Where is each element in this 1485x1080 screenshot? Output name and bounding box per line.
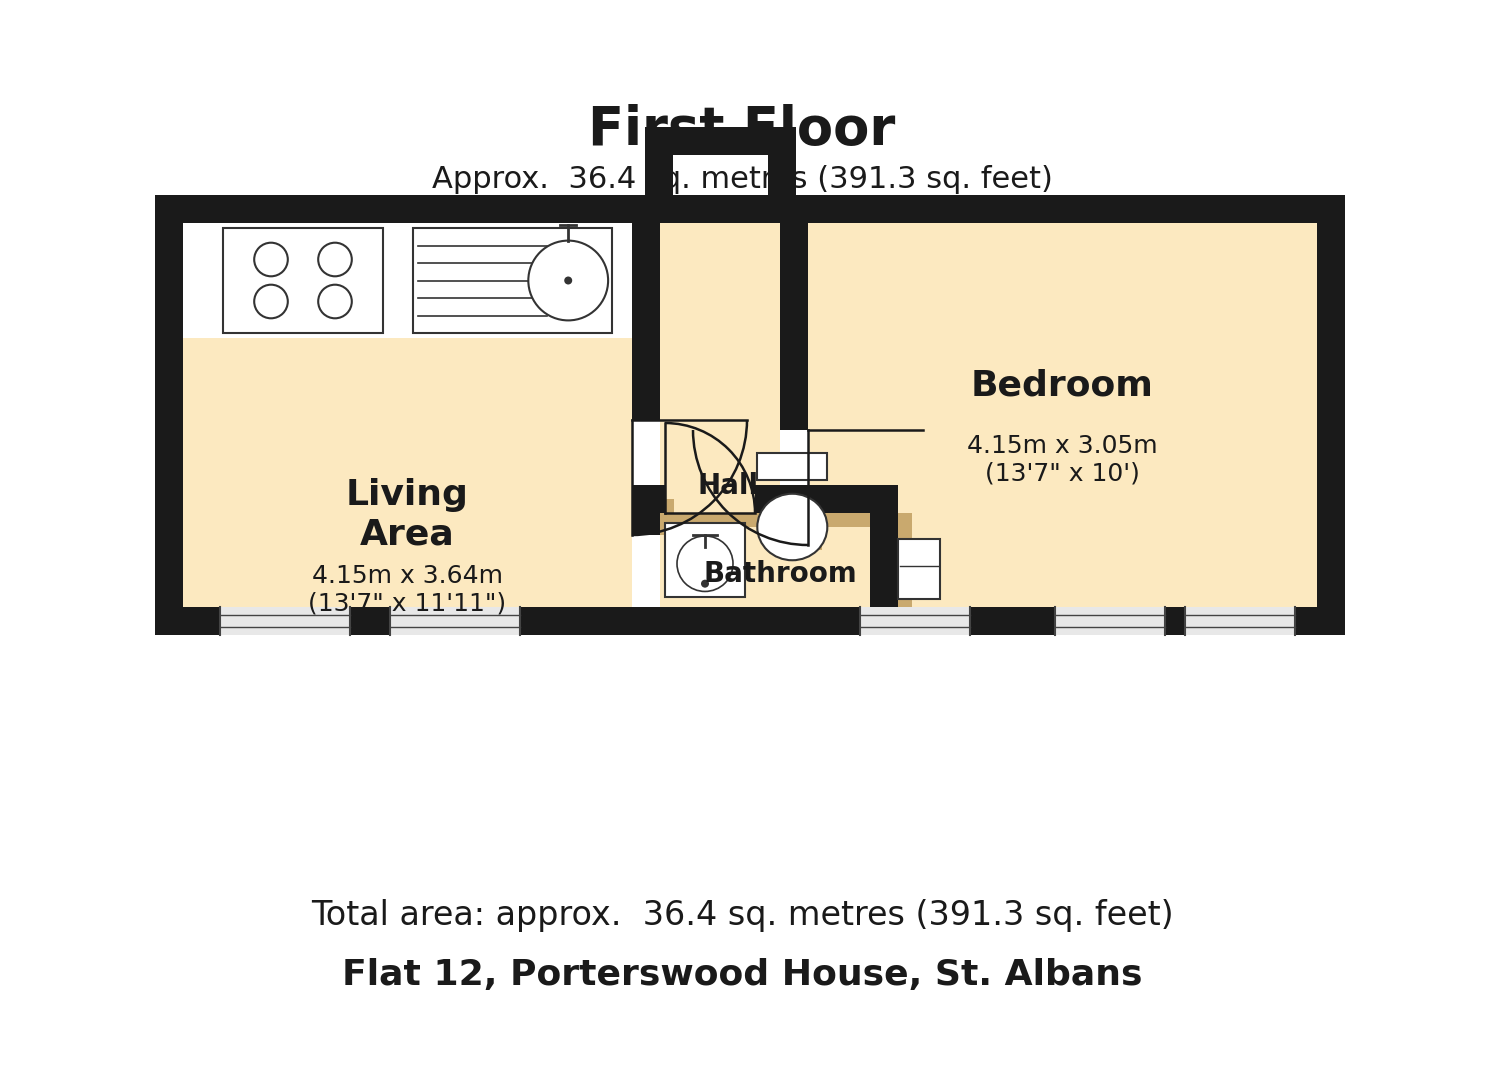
Text: Hall: Hall	[698, 473, 759, 500]
Text: Approx.  36.4 sq. metres (391.3 sq. feet): Approx. 36.4 sq. metres (391.3 sq. feet)	[432, 165, 1053, 194]
Polygon shape	[659, 513, 870, 607]
Polygon shape	[780, 485, 808, 550]
Polygon shape	[673, 156, 768, 195]
Polygon shape	[183, 222, 633, 338]
Polygon shape	[898, 539, 940, 599]
Circle shape	[701, 580, 708, 588]
Text: Bathroom: Bathroom	[702, 561, 857, 588]
Polygon shape	[780, 222, 808, 430]
Polygon shape	[808, 222, 1317, 607]
Polygon shape	[223, 228, 383, 333]
Text: Bedroom: Bedroom	[971, 368, 1154, 402]
Polygon shape	[154, 607, 1345, 635]
Polygon shape	[413, 228, 612, 333]
Polygon shape	[659, 499, 674, 535]
Polygon shape	[754, 485, 898, 513]
Polygon shape	[633, 485, 659, 535]
Polygon shape	[220, 607, 350, 635]
Polygon shape	[633, 222, 659, 420]
Polygon shape	[898, 513, 912, 607]
Polygon shape	[870, 513, 898, 607]
Polygon shape	[154, 195, 183, 635]
Polygon shape	[633, 485, 665, 513]
Polygon shape	[665, 523, 745, 597]
Text: First Floor: First Floor	[588, 104, 895, 156]
Text: 4.15m x 3.05m
(13'7" x 10'): 4.15m x 3.05m (13'7" x 10')	[967, 434, 1158, 486]
Polygon shape	[1054, 607, 1166, 635]
Polygon shape	[808, 499, 823, 550]
Polygon shape	[860, 607, 970, 635]
Polygon shape	[183, 222, 633, 607]
Circle shape	[529, 241, 609, 321]
Polygon shape	[757, 453, 827, 480]
Text: 4.15m x 3.64m
(13'7" x 11'11"): 4.15m x 3.64m (13'7" x 11'11")	[309, 564, 506, 616]
Text: Flat 12, Porterswood House, St. Albans: Flat 12, Porterswood House, St. Albans	[342, 958, 1142, 993]
Polygon shape	[391, 607, 520, 635]
Polygon shape	[1185, 607, 1295, 635]
Polygon shape	[644, 127, 796, 156]
Circle shape	[564, 276, 572, 284]
Polygon shape	[154, 195, 1345, 222]
Text: Total area: approx.  36.4 sq. metres (391.3 sq. feet): Total area: approx. 36.4 sq. metres (391…	[310, 899, 1173, 931]
Polygon shape	[768, 156, 796, 195]
Text: Living
Area: Living Area	[346, 478, 469, 552]
Polygon shape	[659, 222, 780, 513]
Polygon shape	[1317, 195, 1345, 635]
Ellipse shape	[757, 494, 827, 561]
Polygon shape	[644, 156, 673, 195]
Polygon shape	[633, 513, 912, 527]
